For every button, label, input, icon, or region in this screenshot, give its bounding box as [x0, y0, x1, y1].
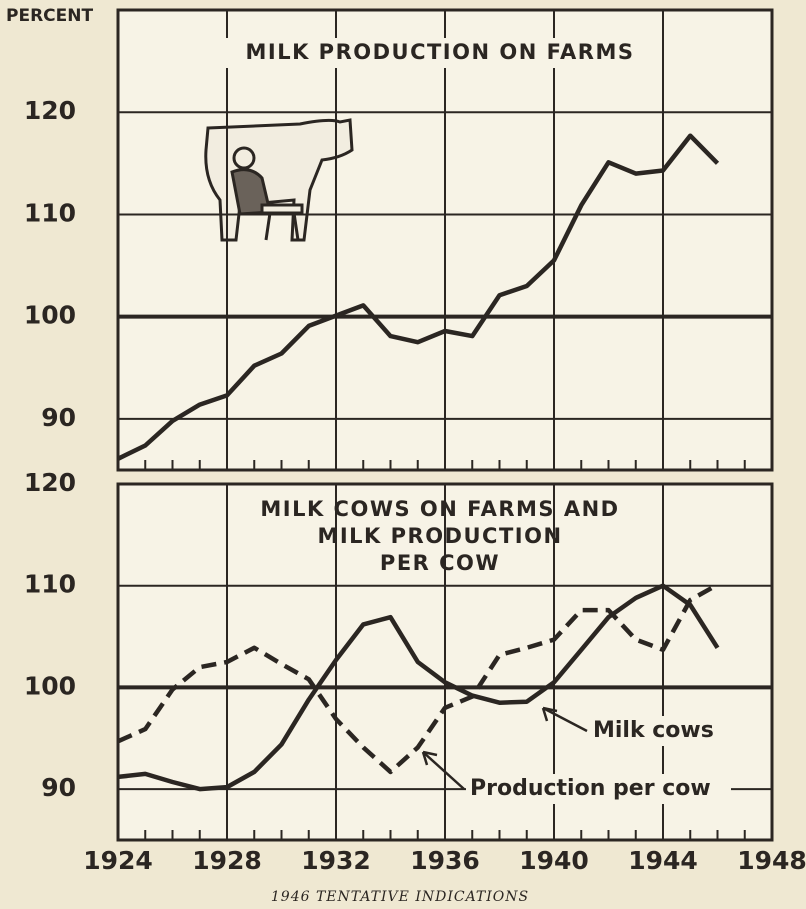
y-tick-label: 90 — [41, 773, 76, 802]
chart-title: MILK PRODUCTION ON FARMS — [246, 40, 635, 64]
x-tick-label: 1928 — [192, 846, 262, 875]
y-tick-label: 120 — [24, 96, 76, 125]
title-bg — [225, 38, 655, 68]
annotation: Milk cows — [593, 718, 714, 743]
y-tick-label: 120 — [24, 468, 76, 497]
label-bg — [466, 774, 731, 804]
x-tick-label: 1940 — [519, 846, 589, 875]
arrow — [542, 706, 588, 733]
y-tick-label: 110 — [24, 198, 76, 227]
y-tick-label: 100 — [24, 301, 76, 330]
series-line — [117, 583, 720, 792]
cow-illustration — [204, 118, 354, 242]
x-tick-label: 1948 — [737, 846, 806, 875]
x-tick-label: 1932 — [301, 846, 371, 875]
x-tick-label: 1936 — [410, 846, 480, 875]
x-tick-label: 1924 — [83, 846, 153, 875]
arrow-head — [421, 750, 438, 766]
arrow-head — [541, 706, 558, 722]
footnote: 1946 TENTATIVE INDICATIONS — [271, 889, 529, 905]
arrow — [422, 751, 465, 790]
frame — [116, 8, 774, 472]
chart-title: MILK PRODUCTION — [317, 524, 562, 548]
label-bg — [589, 716, 729, 746]
chart-title: PER COW — [380, 551, 500, 575]
series-line — [117, 582, 719, 775]
y-tick-label: 90 — [41, 403, 76, 432]
y-axis-label: PERCENT — [6, 6, 93, 26]
chart-title: MILK COWS ON FARMS AND — [260, 497, 619, 521]
x-tick-label: 1944 — [628, 846, 698, 875]
y-tick-label: 110 — [24, 570, 76, 599]
annotation: Production per cow — [470, 776, 711, 801]
series-line — [117, 133, 720, 461]
y-tick-label: 100 — [24, 671, 76, 700]
frame — [116, 482, 774, 842]
